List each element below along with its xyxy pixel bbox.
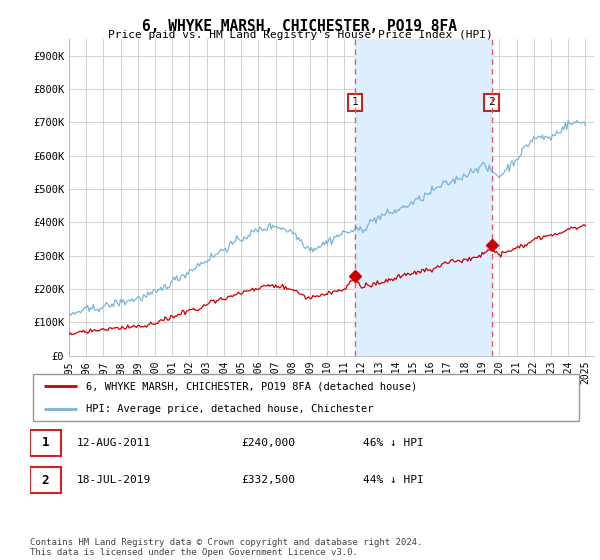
Text: 6, WHYKE MARSH, CHICHESTER, PO19 8FA (detached house): 6, WHYKE MARSH, CHICHESTER, PO19 8FA (de… xyxy=(86,381,417,391)
Text: £240,000: £240,000 xyxy=(241,438,295,448)
Text: 44% ↓ HPI: 44% ↓ HPI xyxy=(363,475,424,485)
Text: 12-AUG-2011: 12-AUG-2011 xyxy=(77,438,151,448)
Text: 46% ↓ HPI: 46% ↓ HPI xyxy=(363,438,424,448)
Text: Contains HM Land Registry data © Crown copyright and database right 2024.
This d: Contains HM Land Registry data © Crown c… xyxy=(30,538,422,557)
FancyBboxPatch shape xyxy=(33,375,580,421)
Text: 6, WHYKE MARSH, CHICHESTER, PO19 8FA: 6, WHYKE MARSH, CHICHESTER, PO19 8FA xyxy=(143,19,458,34)
Text: HPI: Average price, detached house, Chichester: HPI: Average price, detached house, Chic… xyxy=(86,404,373,414)
Text: 2: 2 xyxy=(41,474,49,487)
Text: 2: 2 xyxy=(488,97,495,108)
Bar xyxy=(355,39,491,356)
Text: Price paid vs. HM Land Registry's House Price Index (HPI): Price paid vs. HM Land Registry's House … xyxy=(107,30,493,40)
Text: 1: 1 xyxy=(352,97,358,108)
Text: 1: 1 xyxy=(41,436,49,450)
Text: £332,500: £332,500 xyxy=(241,475,295,485)
Text: 18-JUL-2019: 18-JUL-2019 xyxy=(77,475,151,485)
FancyBboxPatch shape xyxy=(30,467,61,493)
FancyBboxPatch shape xyxy=(30,430,61,456)
